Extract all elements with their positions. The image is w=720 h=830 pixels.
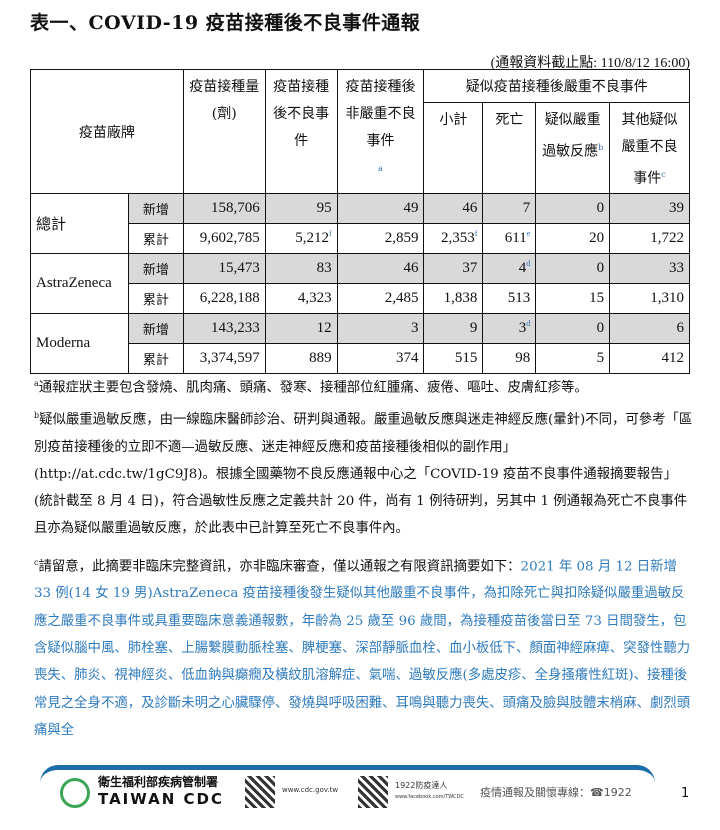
anaphylaxis-cell: 5 [535,342,611,374]
ae-cell: 12 [264,312,338,344]
other-cell: 1,722 [609,222,690,254]
table-row: 累計 9,602,785 5,212f 2,859 2,353f 611e 20 1,722 [31,222,690,254]
period-cell: 累計 [127,342,184,374]
other-cell: 1,310 [609,282,690,314]
other-cell: 33 [609,252,690,284]
period-cell: 累計 [127,222,184,254]
anaphylaxis-cell: 0 [535,192,611,224]
header-serious-group: 疑似疫苗接種後嚴重不良事件 [423,69,690,103]
header-death: 死亡 [482,102,537,194]
header-anaphylaxis: 疑似嚴重過敏反應b [535,102,611,194]
fb-link[interactable]: www.facebook.com/TWCDC [395,794,465,800]
subtotal-cell: 515 [423,342,484,374]
org-name: 衛生福利部疾病管制署 TAIWAN CDC [98,775,224,808]
fb-label: 1922防疫達人 [395,781,448,790]
subtotal-cell: 2,353f [423,222,484,254]
period-cell: 新增 [127,312,184,344]
subtotal-cell: 46 [423,192,484,224]
ae-cell: 5,212f [264,222,338,254]
header-brand: 疫苗廠牌 [30,69,184,194]
website-link[interactable]: www.cdc.gov.tw [282,786,339,794]
doses-cell: 9,602,785 [182,222,266,254]
brand-cell: Moderna [30,312,129,374]
death-cell: 98 [482,342,537,374]
table-row: AstraZeneca 新增 15,473 83 46 37 4d 0 33 [30,252,690,314]
subtotal-cell: 9 [423,312,484,344]
qr-code-icon [245,776,275,808]
anaphylaxis-cell: 15 [535,282,611,314]
doses-cell: 3,374,597 [182,342,266,374]
brand-cell: AstraZeneca [30,252,129,314]
hotline: 疫情通報及關懷專線：☎1922 [480,786,632,799]
doses-cell: 158,706 [182,192,266,224]
adverse-events-table: 疫苗廠牌 疫苗接種量(劑) 疫苗接種後不良事件 疫苗接種後非嚴重不良事件 a 疑似… [30,69,690,374]
other-cell: 412 [609,342,690,374]
ae-cell: 83 [264,252,338,284]
header-other: 其他疑似嚴重不良事件c [609,102,690,194]
cdc-logo-icon [60,778,90,808]
brand-cell: 總計 [30,192,129,254]
death-cell: 513 [482,282,537,314]
other-cell: 39 [609,192,690,224]
death-cell: 7 [482,192,537,224]
other-cell: 6 [609,312,690,344]
death-cell: 4d [482,252,537,284]
subtotal-cell: 37 [423,252,484,284]
anaphylaxis-cell: 0 [535,312,611,344]
footnote-a: a通報症狀主要包含發燒、肌肉痛、頭痛、發寒、接種部位紅腫痛、疲倦、嘔吐、皮膚紅疹… [34,379,588,396]
footnote-c: c請留意，此摘要非臨床完整資訊，亦非臨床審查，僅以通報之有限資訊摘要如下：202… [34,557,691,738]
doses-cell: 15,473 [182,252,266,284]
period-cell: 新增 [127,252,184,284]
page-number: 1 [681,786,690,801]
cdc-footer: 衛生福利部疾病管制署 TAIWAN CDC www.cdc.gov.tw 1922… [40,765,655,820]
doses-cell: 6,228,188 [182,282,266,314]
footnotes: a通報症狀主要包含發燒、肌肉痛、頭痛、發寒、接種部位紅腫痛、疲倦、嘔吐、皮膚紅疹… [34,370,694,744]
table-row: 累計 6,228,188 4,323 2,485 1,838 513 15 1,310 [31,282,690,314]
death-cell: 3d [482,312,537,344]
footnote-b: b疑似嚴重過敏反應，由一線臨床醫師診治、研判與通報。嚴重過敏反應與迷走神經反應(… [34,410,693,537]
header-nonserious: 疫苗接種後非嚴重不良事件 a [336,69,425,194]
ae-cell: 4,323 [264,282,338,314]
ae-cell: 95 [264,192,338,224]
period-cell: 累計 [127,282,184,314]
page-title: 表一、COVID-19 疫苗接種後不良事件通報 [30,12,421,34]
qr-code-icon [358,776,388,808]
header-doses: 疫苗接種量(劑) [182,69,266,194]
nonserious-cell: 2,859 [336,222,425,254]
nonserious-cell: 2,485 [336,282,425,314]
subtotal-cell: 1,838 [423,282,484,314]
nonserious-cell: 374 [336,342,425,374]
anaphylaxis-cell: 0 [535,252,611,284]
header-ae: 疫苗接種後不良事件 [264,69,338,194]
table-row: 累計 3,374,597 889 374 515 98 5 412 [31,342,690,374]
table-row: 總計 新增 158,706 95 49 46 7 0 39 [30,192,690,254]
anaphylaxis-cell: 20 [535,222,611,254]
doses-cell: 143,233 [182,312,266,344]
data-cutoff: (通報資料截止點: 110/8/12 16:00) [490,56,690,71]
nonserious-cell: 49 [336,192,425,224]
period-cell: 新增 [127,192,184,224]
nonserious-cell: 3 [336,312,425,344]
death-cell: 611e [482,222,537,254]
nonserious-cell: 46 [336,252,425,284]
table-row: Moderna 新增 143,233 12 3 9 3d 0 6 [30,312,690,374]
ae-cell: 889 [264,342,338,374]
header-subtotal: 小計 [423,102,484,194]
